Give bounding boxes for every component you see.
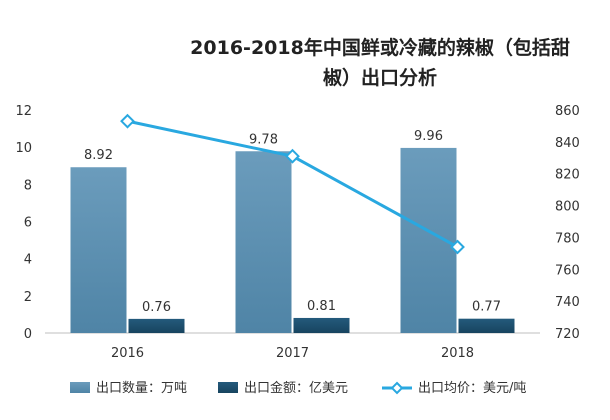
- x-tick-label: 2016: [111, 346, 144, 361]
- y-left-tick-label: 12: [15, 104, 32, 119]
- y-right-tick-label: 840: [555, 136, 580, 151]
- bar-quantity: [70, 167, 127, 333]
- axes: 0 2 4 6 8 10 12 720 740 760 780 800 820 840 860 2016 201…: [15, 104, 579, 361]
- y-right-tick-label: 760: [555, 263, 580, 278]
- data-label: 9.78: [249, 132, 278, 147]
- y-left-tick-label: 0: [24, 327, 32, 342]
- price-point-marker: [450, 239, 465, 255]
- y-right-tick-label: 740: [555, 295, 580, 310]
- legend-item: 出口数量：万吨: [70, 381, 187, 396]
- bar-amount: [293, 317, 350, 333]
- price-point-marker: [285, 148, 300, 164]
- y-right-tick-label: 860: [555, 104, 580, 119]
- legend-swatch: [70, 382, 90, 393]
- bars: [70, 147, 515, 333]
- y-right-tick-label: 720: [555, 327, 580, 342]
- y-left-tick-label: 8: [24, 178, 32, 193]
- data-label: 9.96: [414, 129, 443, 144]
- y-right-tick-label: 800: [555, 200, 580, 215]
- legend-label: 出口数量：万吨: [96, 381, 187, 396]
- y-left-tick-label: 4: [24, 253, 32, 268]
- y-left-tick-label: 6: [24, 216, 32, 231]
- price-line: [120, 113, 465, 255]
- bar-amount: [458, 318, 515, 333]
- data-labels: 8.92 0.76 9.78 0.81 9.96 0.77: [84, 129, 501, 315]
- legend-item: 出口金额：亿美元: [218, 380, 348, 396]
- legend-label: 出口均价：美元/吨: [418, 381, 526, 396]
- bar-amount: [128, 318, 185, 333]
- chart-title-line-2: 椒）出口分析: [323, 66, 437, 89]
- legend-swatch: [218, 382, 238, 393]
- bar-quantity: [235, 151, 292, 333]
- legend-item: 出口均价：美元/吨: [382, 381, 526, 396]
- data-label: 0.76: [142, 300, 171, 315]
- data-label: 0.81: [307, 299, 336, 314]
- legend-marker: [390, 381, 404, 395]
- y-left-tick-label: 10: [15, 141, 32, 156]
- price-point-marker: [120, 113, 135, 129]
- legend-label: 出口金额：亿美元: [244, 380, 348, 396]
- y-right-tick-label: 780: [555, 231, 580, 246]
- legend: 出口数量：万吨 出口金额：亿美元 出口均价：美元/吨: [70, 380, 526, 396]
- chart-title: 2016-2018年中国鲜或冷藏的辣椒（包括甜 椒）出口分析: [190, 36, 570, 89]
- y-right-tick-label: 820: [555, 168, 580, 183]
- data-label: 8.92: [84, 148, 113, 163]
- data-label: 0.77: [472, 300, 501, 315]
- chart-title-line-1: 2016-2018年中国鲜或冷藏的辣椒（包括甜: [190, 36, 570, 59]
- y-left-tick-label: 2: [24, 290, 32, 305]
- x-tick-label: 2018: [441, 346, 474, 361]
- x-tick-label: 2017: [276, 346, 309, 361]
